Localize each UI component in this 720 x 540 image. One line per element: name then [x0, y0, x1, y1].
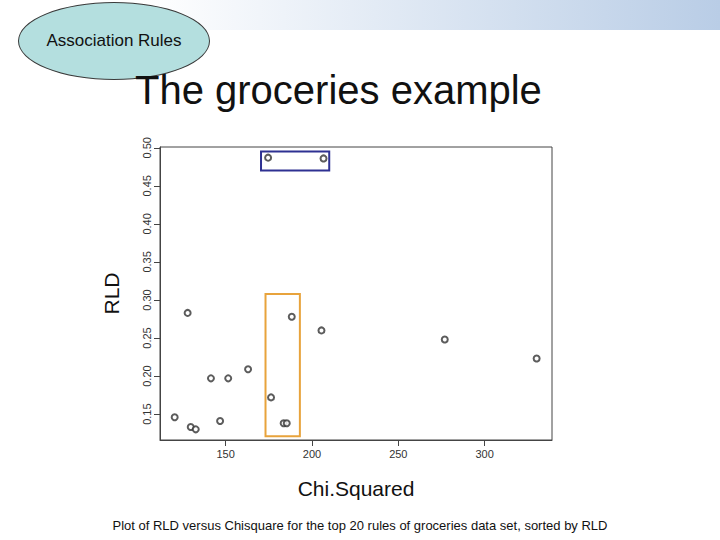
svg-text:0.15: 0.15	[141, 403, 153, 424]
svg-text:0.45: 0.45	[141, 175, 153, 196]
svg-text:RLD: RLD	[100, 272, 123, 314]
svg-text:300: 300	[475, 448, 493, 460]
svg-text:0.35: 0.35	[141, 251, 153, 272]
svg-text:0.25: 0.25	[141, 327, 153, 348]
html-text:Association Rules: Association Rules	[46, 31, 182, 50]
svg-text:0.50: 0.50	[141, 137, 153, 158]
svg-text:150: 150	[216, 448, 234, 460]
html-text:The groceries example: The groceries example	[135, 68, 542, 112]
svg-text:250: 250	[389, 448, 407, 460]
svg-text:0.20: 0.20	[141, 365, 153, 386]
html-text:Plot of RLD versus Chisquare f: Plot of RLD versus Chisquare for the top…	[112, 518, 608, 533]
svg-text:0.40: 0.40	[141, 213, 153, 234]
svg-text:0.30: 0.30	[141, 289, 153, 310]
svg-text:200: 200	[303, 448, 321, 460]
svg-text:Chi.Squared: Chi.Squared	[298, 477, 415, 500]
